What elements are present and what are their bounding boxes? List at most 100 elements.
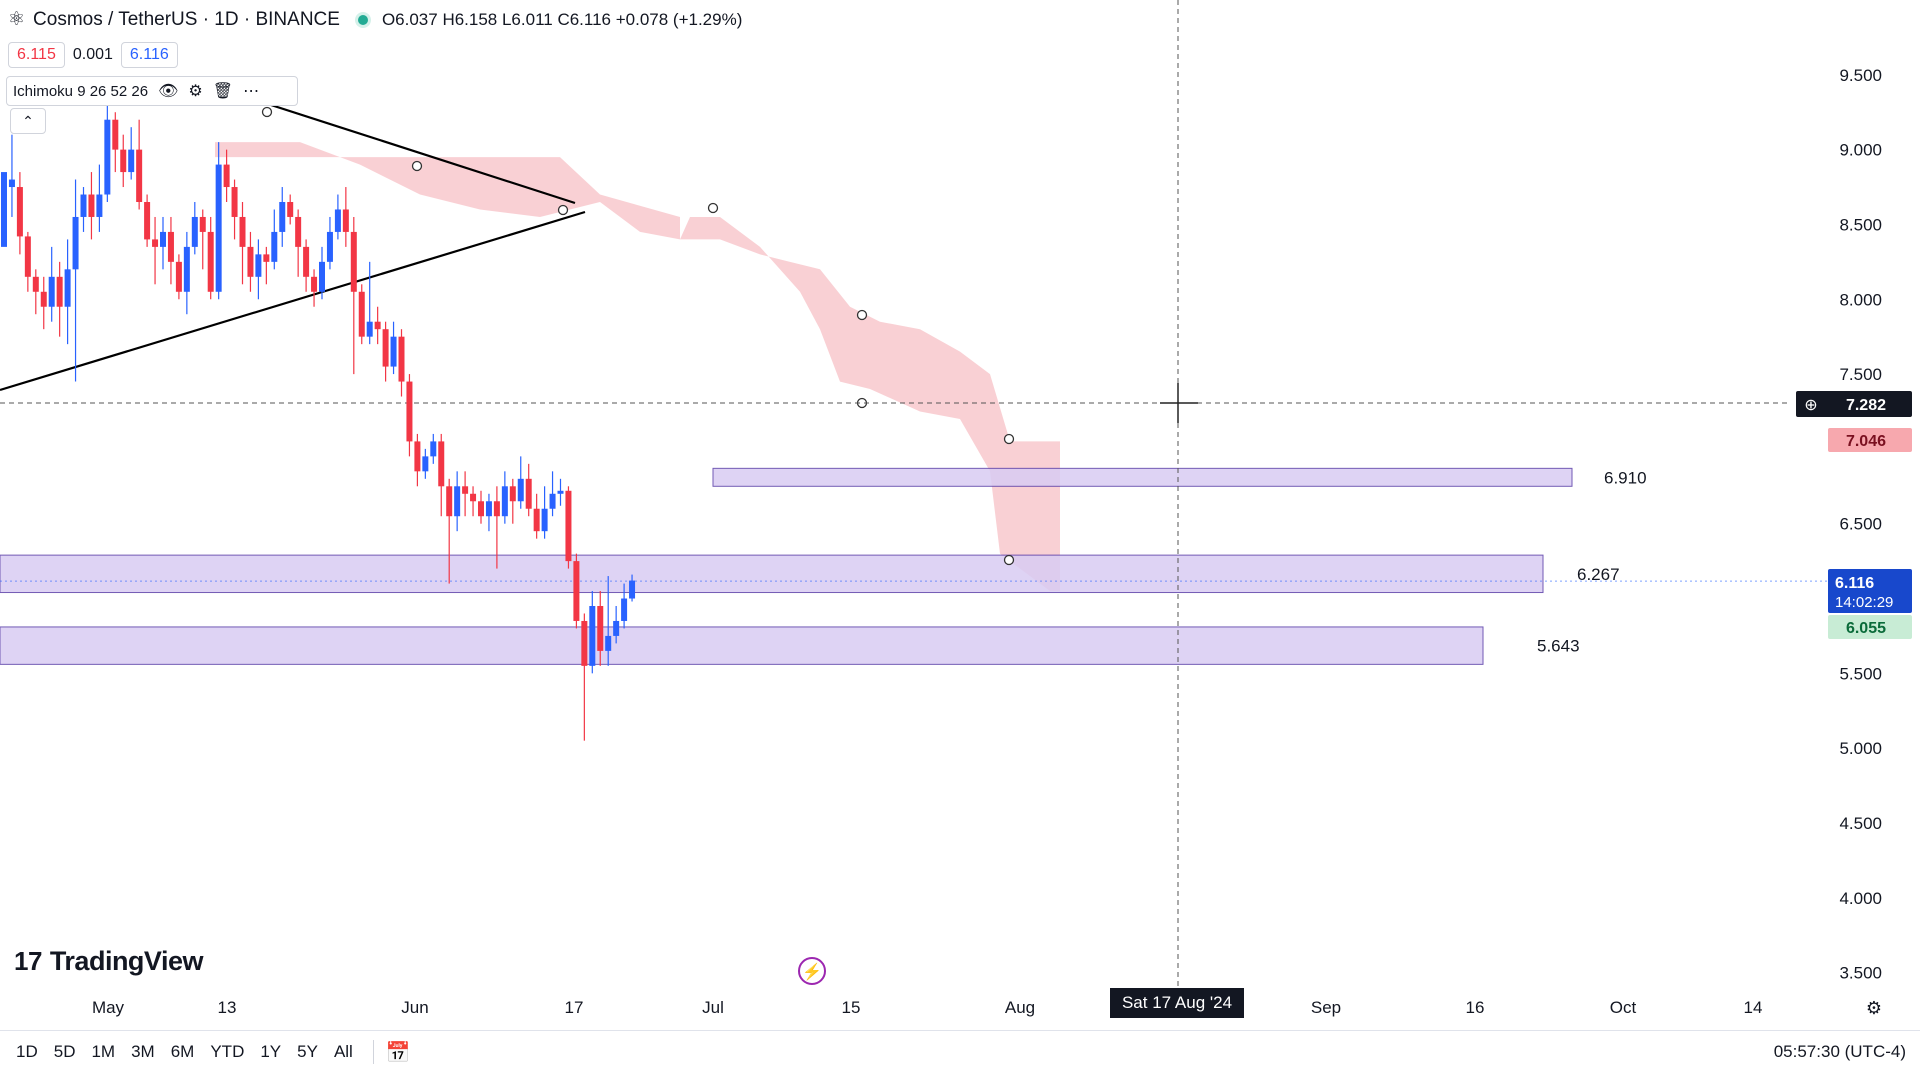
candle[interactable] xyxy=(1,172,7,247)
candle[interactable] xyxy=(72,179,79,382)
timeframe-1m[interactable]: 1M xyxy=(91,1042,116,1061)
candle[interactable] xyxy=(438,433,445,517)
candle[interactable] xyxy=(199,209,206,270)
candle[interactable] xyxy=(326,216,333,270)
candle[interactable] xyxy=(525,463,532,517)
symbol-title[interactable]: Cosmos / TetherUS · 1D · BINANCE xyxy=(33,8,340,30)
candle[interactable] xyxy=(358,284,365,345)
candle[interactable] xyxy=(231,179,238,240)
settings-icon[interactable]: ⚙ xyxy=(188,83,203,100)
ascending-trendline[interactable] xyxy=(0,210,586,392)
eye-icon[interactable]: 👁 xyxy=(158,83,179,100)
timeframe-1y[interactable]: 1Y xyxy=(260,1042,282,1061)
candle[interactable] xyxy=(144,194,151,247)
candle[interactable] xyxy=(40,276,47,330)
support-resistance-zone[interactable] xyxy=(712,467,1573,487)
candle[interactable] xyxy=(342,187,349,247)
candle[interactable] xyxy=(247,231,254,292)
delete-icon[interactable]: 🗑 xyxy=(212,83,234,100)
candle[interactable] xyxy=(96,164,103,232)
candle[interactable] xyxy=(621,583,628,629)
sell-button[interactable]: 6.115 xyxy=(8,42,65,68)
candle[interactable] xyxy=(549,471,556,517)
candle[interactable] xyxy=(406,374,413,457)
candle[interactable] xyxy=(255,239,262,300)
buy-button[interactable]: 6.116 xyxy=(120,42,178,68)
candle[interactable] xyxy=(207,216,214,300)
timeframe-6m[interactable]: 6M xyxy=(170,1042,195,1061)
timeframe-1d[interactable]: 1D xyxy=(16,1042,38,1061)
timeframe-3m[interactable]: 3M xyxy=(131,1042,155,1061)
candle[interactable] xyxy=(557,478,564,506)
drawing-handle[interactable] xyxy=(1003,433,1015,445)
candle[interactable] xyxy=(390,321,397,375)
timeframe-all[interactable]: All xyxy=(333,1042,353,1061)
candle[interactable] xyxy=(104,97,111,202)
candle[interactable] xyxy=(48,246,55,322)
candle[interactable] xyxy=(605,576,612,666)
indicator-legend[interactable]: Ichimoku 9 26 52 26 👁 ⚙ 🗑 ⋯ xyxy=(6,76,298,106)
candle[interactable] xyxy=(589,591,596,674)
candle[interactable] xyxy=(215,142,222,300)
candle[interactable] xyxy=(175,254,182,300)
collapse-legend-button[interactable]: ⌃ xyxy=(10,108,46,134)
candle[interactable] xyxy=(56,261,63,337)
candle[interactable] xyxy=(183,231,190,315)
candle[interactable] xyxy=(509,478,516,524)
candle[interactable] xyxy=(565,486,572,569)
candle[interactable] xyxy=(414,433,421,487)
timeframe-5y[interactable]: 5Y xyxy=(297,1042,318,1061)
candle[interactable] xyxy=(533,493,540,539)
candle[interactable] xyxy=(279,187,286,247)
candle[interactable] xyxy=(478,490,484,524)
candle[interactable] xyxy=(295,209,302,277)
candle[interactable] xyxy=(597,591,604,666)
candle[interactable] xyxy=(350,216,357,375)
candle[interactable] xyxy=(167,216,174,285)
candle[interactable] xyxy=(374,306,381,345)
drawing-handle[interactable] xyxy=(557,204,569,216)
candle[interactable] xyxy=(128,127,135,180)
candle[interactable] xyxy=(32,269,39,315)
candle[interactable] xyxy=(334,194,341,240)
candle[interactable] xyxy=(120,134,127,188)
candle[interactable] xyxy=(80,187,87,232)
candle[interactable] xyxy=(470,486,477,517)
indicator-name[interactable]: Ichimoku 9 26 52 26 xyxy=(13,82,149,100)
drawing-handle[interactable] xyxy=(411,160,423,172)
candle[interactable] xyxy=(303,239,310,292)
candle[interactable] xyxy=(462,471,469,517)
support-resistance-zone[interactable] xyxy=(0,626,1484,665)
lightning-icon[interactable]: ⚡ xyxy=(798,957,826,985)
candle[interactable] xyxy=(629,574,636,602)
candle[interactable] xyxy=(430,433,437,464)
candle[interactable] xyxy=(88,172,95,240)
drawing-handle[interactable] xyxy=(1003,554,1015,566)
clock-timezone[interactable]: 05:57:30 (UTC-4) xyxy=(1773,1042,1906,1061)
more-icon[interactable]: ⋯ xyxy=(243,83,260,100)
candle[interactable] xyxy=(613,606,620,644)
candle[interactable] xyxy=(493,486,500,569)
candle[interactable] xyxy=(454,471,461,532)
candle[interactable] xyxy=(573,553,580,629)
candle[interactable] xyxy=(136,119,143,210)
drawing-handle[interactable] xyxy=(707,202,719,214)
candle[interactable] xyxy=(24,231,31,292)
candle[interactable] xyxy=(541,486,548,539)
candle[interactable] xyxy=(271,209,278,270)
timeframe-ytd[interactable]: YTD xyxy=(210,1042,245,1061)
drawing-handle[interactable] xyxy=(856,309,868,321)
drawing-handle[interactable] xyxy=(261,106,273,118)
candle[interactable] xyxy=(581,613,588,741)
candle[interactable] xyxy=(485,493,492,532)
support-resistance-zone[interactable] xyxy=(0,554,1544,594)
candle[interactable] xyxy=(366,261,373,345)
timeframe-5d[interactable]: 5D xyxy=(53,1042,76,1061)
candle[interactable] xyxy=(223,149,230,202)
candle[interactable] xyxy=(112,112,119,173)
candle[interactable] xyxy=(160,216,166,270)
candle[interactable] xyxy=(287,194,294,225)
candle[interactable] xyxy=(422,448,429,479)
candle[interactable] xyxy=(382,321,389,382)
